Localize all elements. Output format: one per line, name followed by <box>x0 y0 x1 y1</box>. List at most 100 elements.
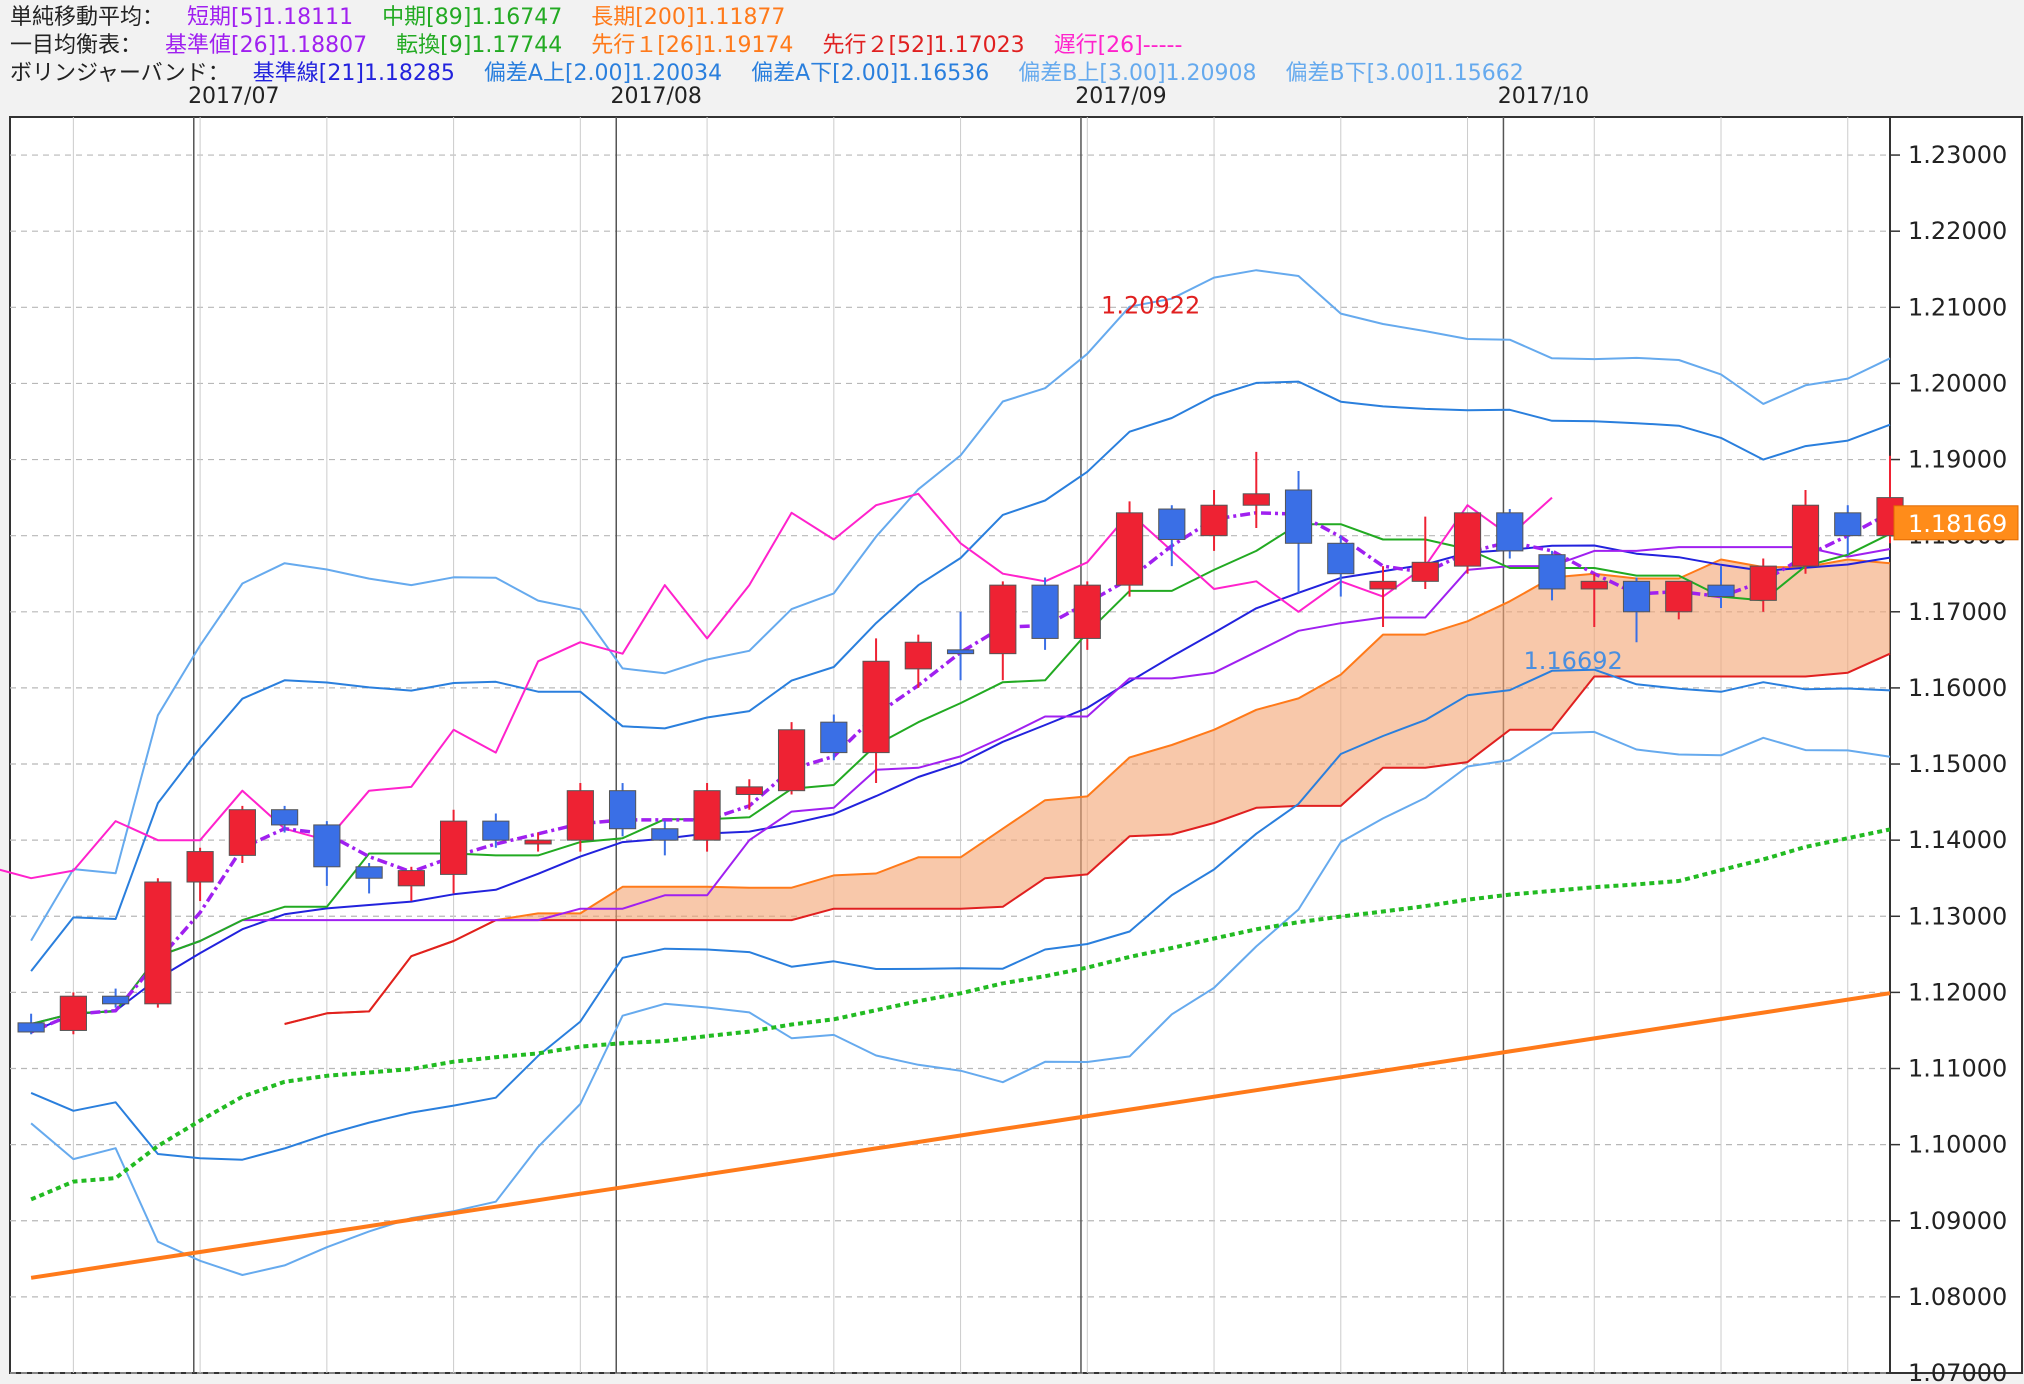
candle-body <box>904 641 932 670</box>
y-tick-label: 1.13000 <box>1908 902 2007 930</box>
candle-body <box>1411 561 1439 582</box>
month-label: 2017/07 <box>188 84 280 109</box>
legend-bollinger-a-up: 偏差A上[2.00]1.20034 <box>483 61 723 86</box>
ichimoku-kijun-line <box>30 546 1891 1025</box>
candle-body <box>228 809 256 856</box>
y-tick-label: 1.08000 <box>1908 1283 2007 1311</box>
legend-sma-short: 短期[5]1.18111 <box>187 5 354 30</box>
y-tick-label: 1.17000 <box>1908 598 2007 626</box>
candle-body <box>862 660 890 754</box>
legend-ichimoku-chikou: 遅行[26]----- <box>1053 33 1183 58</box>
legend: 単純移動平均： 短期[5]1.18111 中期[89]1.16747 長期[20… <box>10 4 2010 88</box>
ichimoku-span2-line <box>284 652 1891 1025</box>
candle-body <box>989 584 1017 655</box>
ichimoku-tenkan-line <box>30 523 1891 1025</box>
candle-body <box>1031 584 1059 639</box>
legend-bollinger-mid: 基準線[21]1.18285 <box>252 61 455 86</box>
candle-body <box>1327 542 1355 575</box>
candle-body <box>1622 580 1651 613</box>
candle-body <box>608 790 637 830</box>
legend-sma: 単純移動平均： 短期[5]1.18111 中期[89]1.16747 長期[20… <box>10 4 2010 32</box>
y-tick-label: 1.21000 <box>1908 293 2007 321</box>
candle-body <box>59 995 87 1031</box>
current-price-tag <box>1893 505 2019 541</box>
legend-ichimoku-kijun: 基準値[26]1.18807 <box>165 33 368 58</box>
candle-body <box>439 820 468 875</box>
candle-body <box>1749 565 1777 601</box>
bollinger-b-lower <box>30 730 1891 1276</box>
candle-body <box>355 866 383 879</box>
y-tick-label: 1.07000 <box>1908 1359 2007 1384</box>
candle-body <box>1834 512 1862 537</box>
sma-long-line <box>30 991 1891 1280</box>
candle-body <box>1369 580 1397 590</box>
candle-body <box>1073 584 1101 639</box>
ichimoku-chikou-line <box>0 492 1553 880</box>
sma-mid-line <box>30 827 1891 1202</box>
month-axis: 2017/07 2017/08 2017/09 2017/10 <box>0 84 2024 114</box>
bollinger-b-upper <box>30 269 1891 942</box>
month-label: 2017/09 <box>1075 84 1167 109</box>
candle-body <box>1284 489 1313 544</box>
candle-body <box>17 1022 45 1033</box>
current-price-label: 1.18169 <box>1908 510 2007 538</box>
legend-bollinger-b-up: 偏差B上[3.00]1.20908 <box>1018 61 1257 86</box>
candle-body <box>1242 493 1270 506</box>
bollinger-midline <box>30 544 1891 1033</box>
legend-ichimoku-span2: 先行２[52]1.17023 <box>822 33 1025 58</box>
y-tick-label: 1.20000 <box>1908 369 2007 397</box>
candle-body <box>1665 580 1693 613</box>
legend-bollinger: ボリンジャーバンド： 基準線[21]1.18285 偏差A上[2.00]1.20… <box>10 60 2010 88</box>
legend-ichimoku: 一目均衡表： 基準値[26]1.18807 転換[9]1.17744 先行１[2… <box>10 32 2010 60</box>
legend-ichimoku-span1: 先行１[26]1.19174 <box>591 33 794 58</box>
candle-body <box>566 790 594 841</box>
candle-body <box>397 870 425 887</box>
month-label: 2017/08 <box>610 84 702 109</box>
y-tick-label: 1.10000 <box>1908 1131 2007 1159</box>
legend-ichimoku-label: 一目均衡表： <box>10 33 143 58</box>
candle-body <box>1158 508 1186 540</box>
legend-sma-mid: 中期[89]1.16747 <box>382 5 563 30</box>
legend-ichimoku-tenkan: 転換[9]1.17744 <box>396 33 563 58</box>
candle-body <box>102 995 130 1005</box>
price-annotation: 1.16692 <box>1524 647 1623 675</box>
legend-sma-long: 長期[200]1.11877 <box>591 5 786 30</box>
candle-body <box>313 824 341 868</box>
candle-body <box>1707 584 1735 598</box>
ichimoku-span1-line <box>284 558 1891 1025</box>
candle-body <box>144 881 172 1005</box>
y-tick-label: 1.19000 <box>1908 446 2007 474</box>
candle-body <box>271 809 299 826</box>
candle-body <box>693 790 721 841</box>
legend-bollinger-a-dn: 偏差A下[2.00]1.16536 <box>751 61 990 86</box>
candle-body <box>1200 504 1228 537</box>
sma-short-line <box>30 511 1891 1034</box>
candle-body <box>1580 580 1608 590</box>
candle-body <box>820 721 848 754</box>
y-tick-label: 1.14000 <box>1908 826 2007 854</box>
legend-bollinger-b-dn: 偏差B下[3.00]1.15662 <box>1285 61 1524 86</box>
candle-body <box>186 851 214 883</box>
y-tick-label: 1.11000 <box>1908 1055 2007 1083</box>
y-tick-label: 1.23000 <box>1908 141 2007 169</box>
bollinger-a-upper <box>30 380 1891 972</box>
bollinger-a-lower <box>30 668 1891 1161</box>
plot-background <box>9 116 1891 1374</box>
legend-sma-label: 単純移動平均： <box>10 5 165 30</box>
candle-body <box>1791 504 1820 567</box>
candle-body <box>482 820 510 841</box>
candle-body <box>777 729 806 792</box>
candle-body <box>651 828 679 841</box>
y-tick-label: 1.12000 <box>1908 978 2007 1006</box>
y-tick-label: 1.16000 <box>1908 674 2007 702</box>
candle-body <box>946 649 975 655</box>
y-tick-label: 1.15000 <box>1908 750 2007 778</box>
candle-body <box>1538 554 1566 590</box>
y-tick-label: 1.09000 <box>1908 1207 2007 1235</box>
candle-body <box>524 839 552 845</box>
y-tick-label: 1.22000 <box>1908 217 2007 245</box>
price-annotation: 1.20922 <box>1101 291 1200 319</box>
month-label: 2017/10 <box>1497 84 1590 109</box>
